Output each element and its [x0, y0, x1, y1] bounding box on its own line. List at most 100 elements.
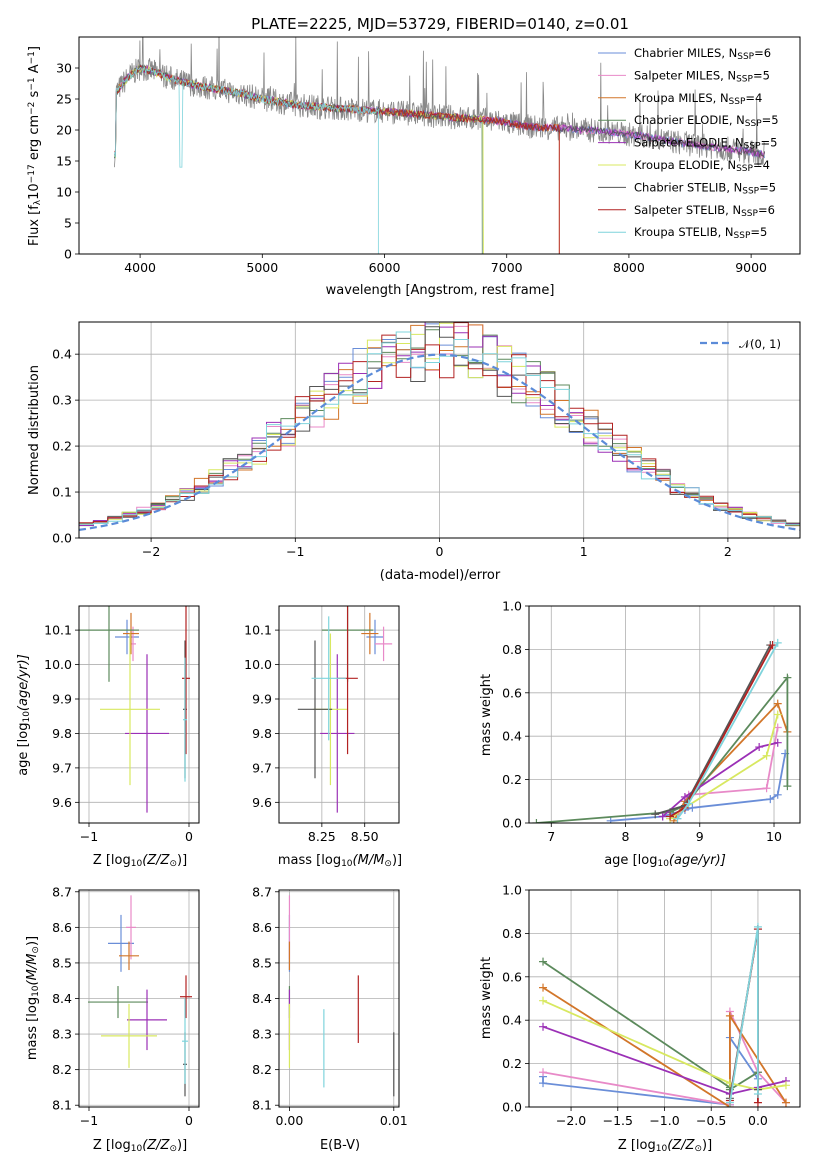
x-tick-label: −2	[142, 544, 160, 559]
y-axis-label: age [log10(age/yr)]	[16, 654, 32, 776]
legend-label-part: SSP	[736, 164, 753, 174]
weight-series-line	[669, 714, 779, 820]
y-axis-label-part: A	[27, 64, 42, 77]
y-tick-label: 20	[56, 123, 72, 138]
y-axis-label: mass [log10(M/M⊙)]	[25, 936, 41, 1060]
weight-point-marker	[539, 1079, 548, 1088]
model-spectrum-line	[113, 65, 483, 254]
y-tick-label: 8.6	[252, 920, 272, 935]
x-axis-label: Z [log10(Z/Z⊙)]	[618, 1138, 712, 1154]
weight-point-marker	[773, 699, 782, 708]
legend-label: Kroupa MILES, NSSP=4	[634, 91, 762, 107]
plot-area	[79, 606, 190, 813]
weight-series-line	[542, 999, 787, 1091]
x-axis-label: wavelength [Angstrom, rest frame]	[326, 283, 555, 298]
plot-area	[113, 37, 766, 254]
legend-label-part: SSP	[742, 187, 759, 197]
y-axis-label-part: 10	[27, 183, 42, 200]
y-axis-label-part: (M/M	[25, 954, 40, 986]
weight-point-marker	[783, 782, 792, 791]
x-axis-label-part: ⊙	[169, 859, 177, 869]
x-tick-label: 0	[185, 1113, 193, 1128]
x-axis-label-part: Z [log	[618, 1138, 656, 1153]
weight-point-marker	[753, 1089, 762, 1098]
y-tick-label: 0.1	[52, 485, 72, 500]
x-axis-label-part: age [log	[604, 853, 657, 868]
legend-label-part: SSP	[737, 52, 754, 62]
x-axis-label-part: Z [log	[93, 1138, 131, 1153]
legend-label-part: =5	[750, 225, 767, 239]
x-axis-label-part: )]	[177, 853, 187, 868]
weight-point-marker	[768, 641, 777, 650]
y-axis-label-part: λ	[33, 199, 43, 205]
x-tick-label: 5000	[246, 260, 278, 275]
mass-vs-extinction-panel: 0.00 0.01 8.1 8.2 8.3 8.4 8.5 8.6 8.7 E(B-V)	[252, 884, 408, 1153]
age-vs-mass-panel: 8.25 8.50 9.6 9.7 9.8 9.9 10.0 10.1 mass [log10(…	[244, 605, 402, 869]
plot-area	[297, 606, 393, 813]
y-tick-label: 0.0	[52, 531, 72, 546]
y-tick-label: 0.2	[502, 772, 522, 787]
weight-point-marker	[539, 1068, 548, 1077]
plot-area	[288, 895, 395, 1097]
x-tick-label: 0.00	[276, 1113, 304, 1128]
y-tick-label: 0.3	[52, 393, 72, 408]
legend-label-part: Salpeter MILES, N	[634, 68, 736, 82]
x-axis-label: mass [log10(M/M⊙)]	[278, 853, 402, 869]
y-axis-label-part: 10	[22, 711, 32, 723]
y-tick-label: 1.0	[502, 599, 522, 614]
y-axis-label-part: (age/yr)]	[16, 654, 31, 711]
legend-label-part: Salpeter ELODIE, N	[634, 136, 744, 150]
y-tick-label: 0.2	[502, 1056, 522, 1071]
age-vs-metallicity-panel: −1 09.69.79.89.910.010.1Z [log10(Z/Z⊙)]ag…	[16, 605, 200, 869]
legend-label-part: Kroupa STELIB, N	[634, 225, 734, 239]
weight-vs-metallicity-panel: −2.0 −1.5 −1.0 −0.5 0.0 0.0 0.2 0.4 0.6 0.8 1.0 Z […	[479, 883, 801, 1154]
x-axis-label: Z [log10(Z/Z⊙)]	[93, 1138, 187, 1154]
x-tick-label: 1	[580, 544, 588, 559]
weight-point-marker	[753, 1098, 762, 1107]
normal-curve	[79, 353, 800, 531]
plot-area	[88, 895, 192, 1097]
legend-label: Salpeter STELIB, NSSP=6	[634, 203, 775, 219]
x-tick-label: 0	[185, 829, 193, 844]
residual-histogram-panel: −2 −1 0 1 2 0.0 0.1 0.2 0.3 0.4 (data-model)/error…	[27, 321, 801, 583]
y-axis-label: mass weight	[479, 957, 494, 1039]
legend-label-part: SSP	[729, 97, 746, 107]
y-tick-label: 8.2	[252, 1062, 272, 1077]
y-tick-label: 0.6	[502, 969, 522, 984]
plot-area	[532, 638, 792, 823]
y-tick-label: 0.2	[52, 439, 72, 454]
y-axis-label-part: mass [log	[25, 997, 40, 1060]
weight-point-marker	[766, 795, 775, 804]
weight-series-line	[542, 960, 759, 1092]
x-tick-label: 0	[436, 544, 444, 559]
legend-label: Salpeter MILES, NSSP=5	[634, 68, 770, 84]
weight-point-marker	[673, 814, 682, 823]
legend-label-part: Chabrier ELODIE, N	[634, 113, 745, 127]
axes-frame	[78, 36, 801, 255]
x-axis-label-part: (age/yr)]	[669, 853, 726, 868]
y-tick-label: 0	[64, 247, 72, 262]
y-axis-label-part: age [log	[16, 723, 31, 776]
x-axis-label: (data-model)/error	[380, 568, 501, 583]
legend-label-part: =5	[753, 68, 770, 82]
y-tick-label: 9.7	[252, 760, 272, 775]
y-tick-label: 9.7	[52, 760, 72, 775]
y-tick-label: 8.7	[52, 884, 72, 899]
plot-area	[79, 322, 800, 531]
x-tick-label: 8	[622, 829, 630, 844]
weight-point-marker	[773, 738, 782, 747]
x-tick-label: 10	[766, 829, 782, 844]
y-axis-label-part: erg cm	[27, 115, 42, 164]
legend-label-part: Salpeter STELIB, N	[634, 203, 741, 217]
mass-vs-metallicity-panel: −1 08.18.28.38.48.58.68.7Z [log10(Z/Z⊙)]m…	[25, 884, 200, 1154]
x-axis-label-part: )]	[702, 1138, 712, 1153]
x-tick-label: −1.5	[603, 1113, 633, 1128]
legend-label-part: =4	[745, 91, 762, 105]
x-tick-label: 9	[696, 829, 704, 844]
weight-point-marker	[539, 983, 548, 992]
model-spectrum-line	[113, 65, 484, 254]
legend-label-part: Kroupa MILES, N	[634, 91, 729, 105]
weight-point-marker	[666, 812, 675, 821]
y-tick-label: 10.0	[244, 657, 272, 672]
